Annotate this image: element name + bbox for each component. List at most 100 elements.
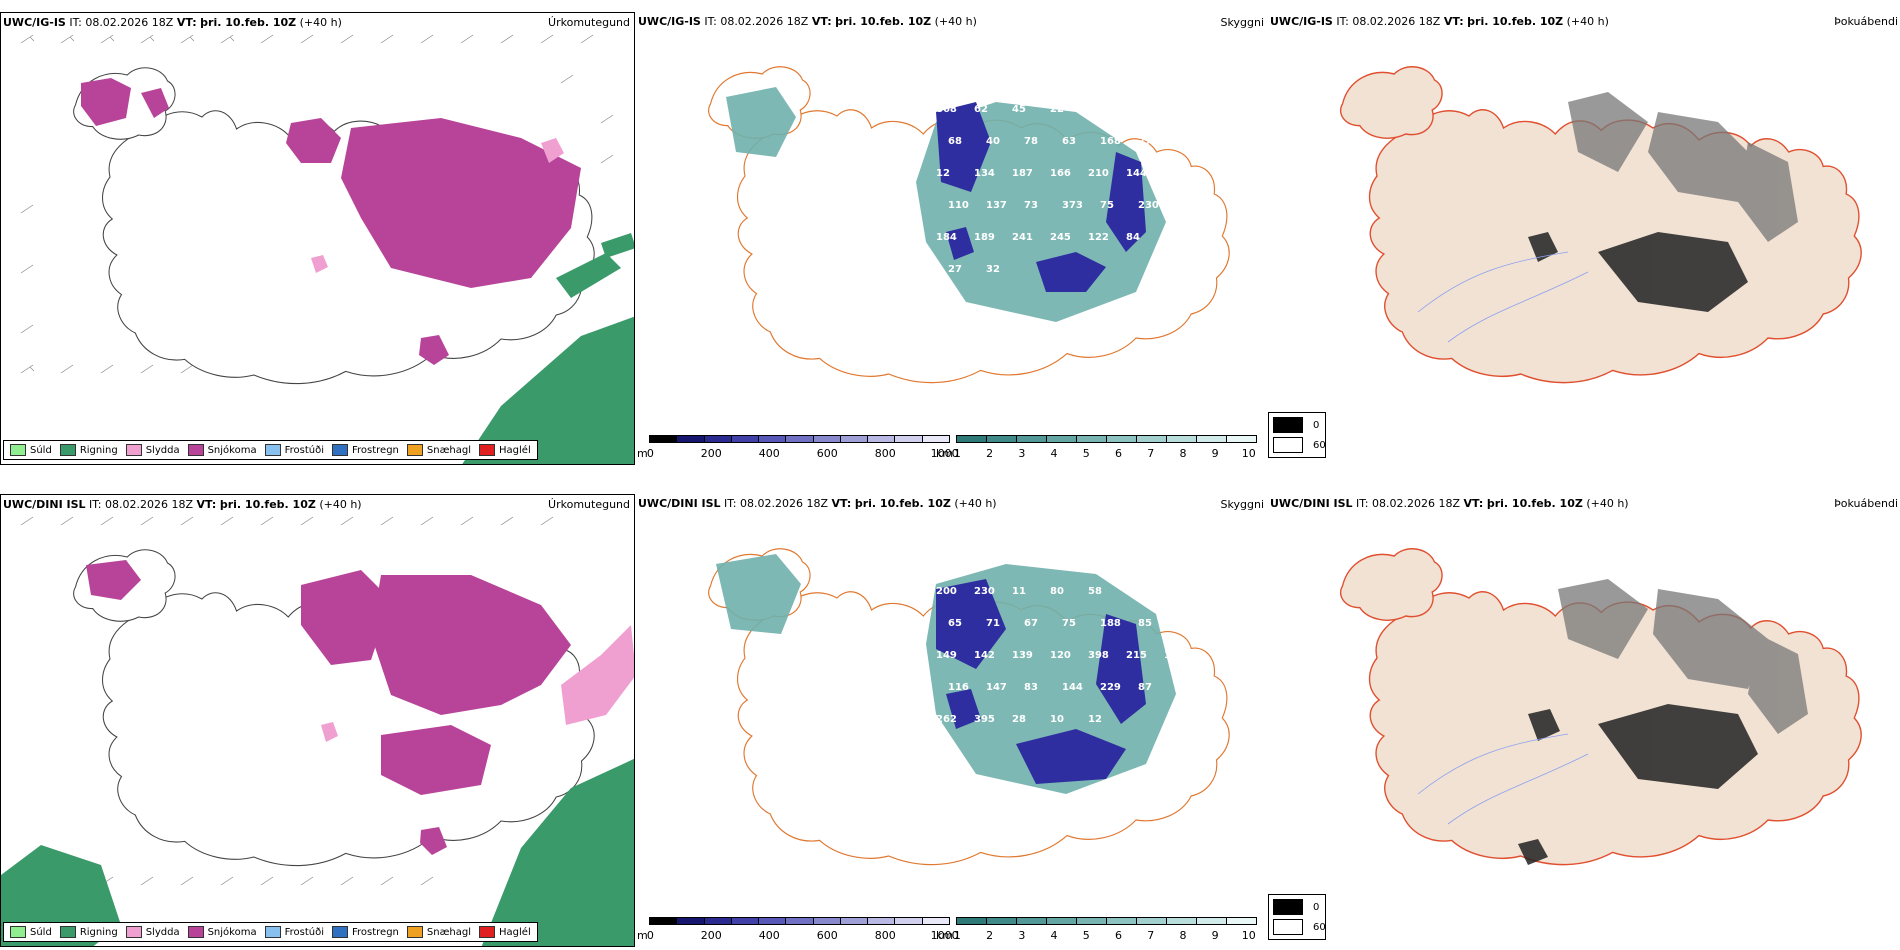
colorbar-tick: 6 (1115, 929, 1123, 942)
cloud-base-value: 147 (986, 682, 1007, 693)
fog-index-panel-1: UWC/IG-IS IT: 08.02.2026 18Z VT: þri. 10… (1268, 12, 1900, 465)
cloud-base-value: 11 (1012, 586, 1026, 597)
colorbar-tick: 1 (953, 447, 961, 460)
legend-swatch (479, 926, 496, 938)
cloud-base-value: 230 (974, 586, 995, 597)
colorbar-segment (1076, 435, 1107, 443)
legend-item: Snæhagl (406, 444, 471, 456)
legend-item: Snjókoma (187, 926, 257, 938)
colorbar-unit: m (637, 929, 648, 942)
colorbar-segment (1046, 917, 1077, 925)
cloud-base-value: 122 (1088, 232, 1109, 243)
cloud-base-value: 149 (936, 650, 957, 661)
colorbar-segment (986, 917, 1017, 925)
legend-swatch (264, 444, 281, 456)
cloud-base-labels: 200 230 11 80 58 74 71 65 71 67 75 188 85 121 149 142 13… (936, 586, 1197, 725)
colorbar-segment (676, 435, 705, 443)
colorbar-segment (1106, 435, 1137, 443)
parameter-label: Skyggni (1220, 16, 1264, 29)
legend-item: Snæhagl (406, 926, 471, 938)
colorbar-tick: 10 (1241, 447, 1256, 460)
cloud-base-value: 27 (1138, 136, 1152, 147)
colorbar-segment (676, 917, 705, 925)
legend-swatch (187, 926, 204, 938)
cloud-base-value: 68 (948, 136, 962, 147)
cloud-base-value: 10 (1050, 714, 1064, 725)
cloud-base-value: 112 (1164, 650, 1185, 661)
colorbar-segment (867, 917, 896, 925)
colorbar-tick: 800 (874, 447, 896, 460)
cloud-base-value: 71 (1164, 586, 1178, 597)
colorbar-tick: 0 (646, 447, 654, 460)
panel-title: UWC/DINI ISL IT: 08.02.2026 18Z VT: þri.… (1270, 497, 1629, 510)
colorbar-segment (758, 435, 787, 443)
colorbar-tick: 9 (1211, 929, 1219, 942)
cloud-base-value: 67 (1024, 618, 1038, 629)
cloud-base-value: 75 (1100, 200, 1114, 211)
cloud-base-value: 32 (986, 264, 1000, 275)
legend-item: Haglél (479, 444, 531, 456)
fog-shading (1558, 579, 1808, 734)
cloud-base-value: 166 (1050, 168, 1071, 179)
colorbar-segment (812, 917, 841, 925)
cloud-base-value: 134 (974, 168, 995, 179)
cloud-base-value: 80 (1050, 586, 1064, 597)
cloud-base-value: 83 (1024, 682, 1038, 693)
cloud-base-value: 210 (1088, 168, 1109, 179)
cloud-base-value: 262 (936, 714, 957, 725)
colorbar-segment (839, 435, 869, 443)
snow-areas (81, 78, 581, 365)
colorbar-segment (921, 917, 950, 925)
cloud-base-value: 40 (986, 136, 1000, 147)
colorbar-unit: km (936, 447, 954, 460)
colorbar-tick: 200 (700, 447, 722, 460)
precip-map (20, 34, 634, 464)
parameter-label: Þokuábendi (1834, 15, 1898, 28)
colorbar-tick: 200 (700, 929, 722, 942)
colorbar-segment (730, 917, 760, 925)
cloud-base-value: 62 (974, 104, 988, 115)
legend-swatch (332, 444, 348, 456)
colorbar-tick: 4 (1050, 447, 1058, 460)
cloud-base-value: 45 (1012, 104, 1026, 115)
colorbar-tick: 5 (1082, 447, 1090, 460)
cloud-base-value: 65 (948, 618, 962, 629)
colorbar-tick: 7 (1147, 447, 1155, 460)
cloud-base-value: 110 (948, 200, 969, 211)
colorbar-tick: 3 (1018, 929, 1026, 942)
colorbar-tick: 400 (758, 447, 780, 460)
cloud-base-value: 121 (1176, 618, 1197, 629)
legend-item: Frostúði (264, 444, 324, 456)
cloud-base-value: 21 (1164, 232, 1178, 243)
panel-title: UWC/IG-IS IT: 08.02.2026 18Z VT: þri. 10… (638, 15, 977, 28)
colorbar-segment (867, 435, 896, 443)
cloud-base-value: 184 (936, 232, 957, 243)
cloud-base-value: 189 (974, 232, 995, 243)
colorbar-tick: 1000 (930, 447, 959, 460)
rivers (1417, 251, 1589, 343)
cloud-base-value: 218 (1176, 136, 1197, 147)
cloud-base-value: 215 (1126, 650, 1147, 661)
cloud-base-value: 230 (1138, 200, 1159, 211)
fog-shading (1568, 92, 1798, 242)
cloud-base-value: 71 (986, 618, 1000, 629)
colorbar-segment (1166, 917, 1197, 925)
cloud-base-value: 86 (1088, 104, 1102, 115)
precip-legend: Súld Rigning Slydda Snjókoma Frostúði Fr… (3, 440, 538, 460)
colorbar-unit: m (637, 447, 648, 460)
cloud-base-value: 144 (1126, 168, 1147, 179)
colorbar-segment (894, 917, 923, 925)
cloud-base-value: 187 (1012, 168, 1033, 179)
snow-areas (86, 560, 571, 855)
rivers (1417, 733, 1589, 825)
cloud-base-value: 110 (1164, 168, 1185, 179)
colorbar-segment (894, 435, 923, 443)
cloud-base-value: 241 (1012, 232, 1033, 243)
cloud-base-value: 373 (1062, 200, 1083, 211)
cloud-visibility-panel-1: UWC/IG-IS IT: 08.02.2026 18Z VT: þri. 10… (636, 12, 1266, 465)
legend-item: Frostregn (332, 926, 399, 938)
cloud-visibility-map: 200 230 11 80 58 74 71 65 71 67 75 188 85 121 149 142 13… (708, 548, 1230, 866)
legend-swatch (406, 926, 423, 938)
legend-item: Frostregn (332, 444, 399, 456)
cloud-base-value: 188 (1100, 618, 1121, 629)
